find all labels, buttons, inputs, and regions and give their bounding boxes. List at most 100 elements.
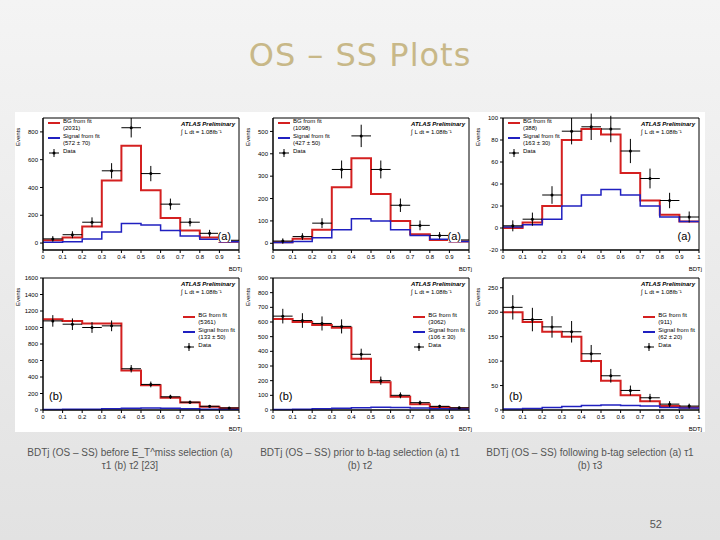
svg-text:400: 400 <box>258 151 269 157</box>
svg-text:200: 200 <box>258 378 269 384</box>
svg-text:0.7: 0.7 <box>406 414 415 420</box>
svg-text:1: 1 <box>467 414 471 420</box>
svg-text:0.8: 0.8 <box>196 254 205 260</box>
svg-text:0: 0 <box>265 407 269 413</box>
svg-text:0.3: 0.3 <box>558 254 567 260</box>
svg-text:0.1: 0.1 <box>58 254 67 260</box>
svg-text:0.6: 0.6 <box>386 254 395 260</box>
svg-text:0.3: 0.3 <box>98 414 107 420</box>
svg-text:0.1: 0.1 <box>58 414 67 420</box>
svg-text:0.7: 0.7 <box>176 414 185 420</box>
svg-text:1: 1 <box>467 254 471 260</box>
svg-text:0.5: 0.5 <box>367 254 376 260</box>
svg-text:0.4: 0.4 <box>577 414 586 420</box>
svg-text:200: 200 <box>28 212 39 218</box>
svg-text:250: 250 <box>488 285 499 291</box>
svg-text:0.6: 0.6 <box>616 254 625 260</box>
svg-text:800: 800 <box>28 129 39 135</box>
svg-text:400: 400 <box>28 374 39 380</box>
svg-text:300: 300 <box>258 173 269 179</box>
svg-text:1200: 1200 <box>25 308 39 314</box>
svg-text:1400: 1400 <box>25 292 39 298</box>
svg-text:1600: 1600 <box>25 275 39 281</box>
svg-text:0.9: 0.9 <box>675 254 684 260</box>
svg-text:0.6: 0.6 <box>156 254 165 260</box>
svg-text:0.9: 0.9 <box>215 414 224 420</box>
svg-text:80: 80 <box>491 137 498 143</box>
svg-text:1: 1 <box>697 254 701 260</box>
svg-text:0.6: 0.6 <box>386 414 395 420</box>
svg-text:0.9: 0.9 <box>445 254 454 260</box>
svg-text:600: 600 <box>28 157 39 163</box>
svg-text:0.8: 0.8 <box>426 254 435 260</box>
svg-text:600: 600 <box>28 358 39 364</box>
svg-text:0.1: 0.1 <box>288 414 297 420</box>
svg-text:0.1: 0.1 <box>288 254 297 260</box>
svg-text:0.8: 0.8 <box>196 414 205 420</box>
svg-text:0: 0 <box>265 240 269 246</box>
svg-text:-20: -20 <box>489 247 498 253</box>
svg-text:500: 500 <box>258 129 269 135</box>
svg-text:500: 500 <box>258 334 269 340</box>
svg-text:0.7: 0.7 <box>406 254 415 260</box>
svg-text:0.5: 0.5 <box>597 254 606 260</box>
svg-text:0.6: 0.6 <box>616 414 625 420</box>
svg-text:800: 800 <box>258 290 269 296</box>
svg-text:0.8: 0.8 <box>426 414 435 420</box>
svg-text:0.7: 0.7 <box>636 254 645 260</box>
svg-text:0.4: 0.4 <box>347 254 356 260</box>
svg-text:0.1: 0.1 <box>518 254 527 260</box>
svg-text:0: 0 <box>41 414 45 420</box>
svg-text:100: 100 <box>488 358 499 364</box>
svg-text:0: 0 <box>271 254 275 260</box>
svg-text:100: 100 <box>258 218 269 224</box>
svg-text:1000: 1000 <box>25 325 39 331</box>
svg-text:40: 40 <box>491 181 498 187</box>
svg-text:1: 1 <box>697 414 701 420</box>
svg-text:0: 0 <box>495 407 499 413</box>
svg-text:0.2: 0.2 <box>538 254 547 260</box>
svg-text:0.4: 0.4 <box>117 254 126 260</box>
svg-text:200: 200 <box>258 196 269 202</box>
svg-text:600: 600 <box>258 319 269 325</box>
svg-text:400: 400 <box>28 185 39 191</box>
svg-text:100: 100 <box>488 115 499 121</box>
svg-text:900: 900 <box>258 275 269 281</box>
svg-text:0.7: 0.7 <box>636 414 645 420</box>
svg-text:0: 0 <box>501 414 505 420</box>
svg-text:150: 150 <box>488 334 499 340</box>
svg-text:0.2: 0.2 <box>308 254 317 260</box>
svg-text:0.3: 0.3 <box>328 254 337 260</box>
svg-text:0.7: 0.7 <box>176 254 185 260</box>
svg-text:200: 200 <box>488 309 499 315</box>
svg-text:200: 200 <box>28 391 39 397</box>
svg-text:0.9: 0.9 <box>445 414 454 420</box>
svg-text:60: 60 <box>491 159 498 165</box>
svg-text:0.5: 0.5 <box>367 414 376 420</box>
svg-text:0.5: 0.5 <box>137 414 146 420</box>
svg-text:0.4: 0.4 <box>347 414 356 420</box>
svg-text:0.9: 0.9 <box>675 414 684 420</box>
svg-text:1: 1 <box>237 254 241 260</box>
svg-text:0.1: 0.1 <box>518 414 527 420</box>
svg-text:0.2: 0.2 <box>78 414 87 420</box>
svg-text:100: 100 <box>258 392 269 398</box>
svg-text:0.5: 0.5 <box>597 414 606 420</box>
svg-text:300: 300 <box>258 363 269 369</box>
svg-text:0: 0 <box>501 254 505 260</box>
svg-text:0.6: 0.6 <box>156 414 165 420</box>
svg-text:0.4: 0.4 <box>577 254 586 260</box>
svg-text:0: 0 <box>35 407 39 413</box>
svg-text:800: 800 <box>28 341 39 347</box>
svg-text:20: 20 <box>491 203 498 209</box>
svg-text:0.2: 0.2 <box>538 414 547 420</box>
svg-text:1: 1 <box>237 414 241 420</box>
svg-text:0.9: 0.9 <box>215 254 224 260</box>
svg-text:0.3: 0.3 <box>98 254 107 260</box>
svg-text:700: 700 <box>258 304 269 310</box>
svg-text:0.8: 0.8 <box>656 414 665 420</box>
svg-text:0.2: 0.2 <box>78 254 87 260</box>
svg-text:0.2: 0.2 <box>308 414 317 420</box>
svg-text:0.8: 0.8 <box>656 254 665 260</box>
svg-text:0: 0 <box>271 414 275 420</box>
